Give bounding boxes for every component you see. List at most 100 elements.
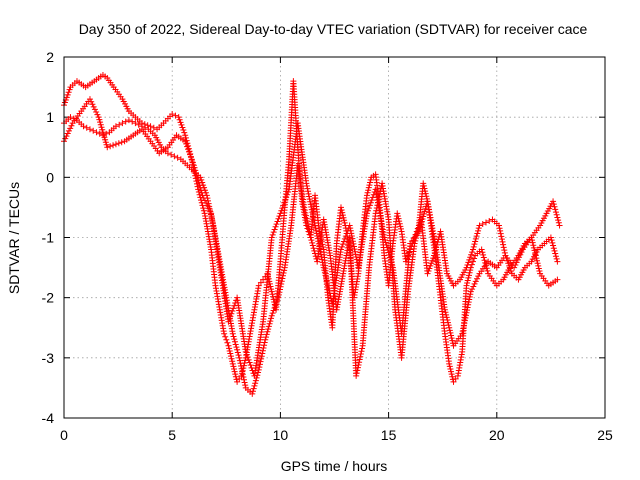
data-point xyxy=(365,205,372,212)
data-point xyxy=(230,363,237,370)
data-point xyxy=(420,182,427,189)
data-point xyxy=(470,243,477,250)
data-point xyxy=(347,227,354,234)
data-point xyxy=(192,167,199,174)
data-point xyxy=(428,260,435,267)
data-point xyxy=(500,241,507,248)
data-point xyxy=(466,293,473,300)
data-point xyxy=(67,125,74,132)
data-point xyxy=(227,350,234,357)
data-point xyxy=(306,229,313,236)
data-point xyxy=(283,194,290,201)
data-point xyxy=(187,154,194,161)
data-point xyxy=(475,273,482,280)
data-point xyxy=(269,310,276,317)
data-point xyxy=(471,255,478,262)
data-point xyxy=(446,360,453,367)
data-point xyxy=(339,241,346,248)
data-point xyxy=(550,198,557,205)
data-point xyxy=(235,352,242,359)
data-point xyxy=(347,225,354,232)
data-point xyxy=(420,210,427,217)
data-point xyxy=(103,141,110,148)
data-point xyxy=(452,375,459,382)
data-point xyxy=(316,246,323,253)
data-point xyxy=(368,197,375,204)
data-point xyxy=(383,242,390,249)
data-point xyxy=(472,235,479,242)
data-point xyxy=(461,317,468,324)
data-point xyxy=(418,218,425,225)
x-tick-label: 0 xyxy=(60,427,68,443)
data-point xyxy=(314,232,321,239)
data-point xyxy=(533,257,540,264)
data-point xyxy=(448,332,455,339)
data-point xyxy=(184,143,191,150)
data-point xyxy=(532,249,539,256)
data-point xyxy=(232,371,239,378)
data-point xyxy=(536,268,543,275)
y-tick-label: 0 xyxy=(46,169,54,185)
data-point xyxy=(198,189,205,196)
data-point xyxy=(236,357,243,364)
data-point xyxy=(317,248,324,255)
data-point xyxy=(462,314,469,321)
data-point xyxy=(305,223,312,230)
data-point xyxy=(547,234,554,241)
data-point xyxy=(468,251,475,258)
data-point xyxy=(465,301,472,308)
data-point xyxy=(326,287,333,294)
data-point xyxy=(302,209,309,216)
data-point xyxy=(278,278,285,285)
data-point xyxy=(182,138,189,145)
data-point xyxy=(270,229,277,236)
data-point xyxy=(425,268,432,275)
data-point xyxy=(385,249,392,256)
data-point xyxy=(242,357,249,364)
data-point xyxy=(555,219,562,226)
data-point xyxy=(231,338,238,345)
data-point xyxy=(552,206,559,213)
data-point xyxy=(115,140,122,147)
data-point xyxy=(463,282,470,289)
data-point xyxy=(448,335,455,342)
data-point xyxy=(367,176,374,183)
data-point xyxy=(356,359,363,366)
data-point xyxy=(478,246,485,253)
data-point xyxy=(462,312,469,319)
data-point xyxy=(273,299,280,306)
data-point xyxy=(475,225,482,232)
data-point xyxy=(277,283,284,290)
data-point xyxy=(238,365,245,372)
data-point xyxy=(474,230,481,237)
data-point xyxy=(350,243,357,250)
data-point xyxy=(265,326,272,333)
data-point xyxy=(426,265,433,272)
data-point xyxy=(460,325,467,332)
data-point xyxy=(479,220,486,227)
data-point xyxy=(93,109,100,116)
data-point xyxy=(430,255,437,262)
data-point xyxy=(387,257,394,264)
data-point xyxy=(179,124,186,131)
data-point xyxy=(351,246,358,253)
data-point xyxy=(397,225,404,232)
data-point xyxy=(259,350,266,357)
data-point xyxy=(226,345,233,352)
data-point xyxy=(480,254,487,261)
data-point xyxy=(325,285,332,292)
data-point xyxy=(195,179,202,186)
data-point xyxy=(450,378,457,385)
data-point xyxy=(197,174,204,181)
data-point xyxy=(101,134,108,141)
data-point xyxy=(554,276,561,283)
data-point xyxy=(280,202,287,209)
data-point xyxy=(91,106,98,113)
data-point xyxy=(467,254,474,261)
data-point xyxy=(112,123,119,130)
data-point xyxy=(267,283,274,290)
data-point xyxy=(496,225,503,232)
data-point xyxy=(96,130,103,137)
data-point xyxy=(241,376,248,383)
data-point xyxy=(259,347,266,354)
